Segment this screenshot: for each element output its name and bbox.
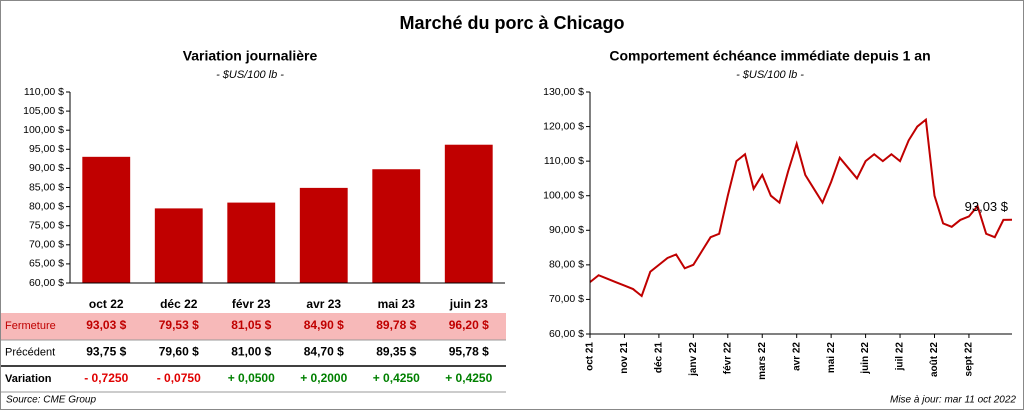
row-label: Fermeture <box>5 320 56 332</box>
x-tick-label: janv 22 <box>688 342 699 377</box>
chart-subtitle: - $US/100 lb - <box>736 69 804 81</box>
table-cell: 89,35 $ <box>376 345 416 359</box>
x-tick-label: oct 22 <box>89 297 124 311</box>
chart-subtitle: - $US/100 lb - <box>216 69 284 81</box>
main-title: Marché du porc à Chicago <box>399 13 624 33</box>
x-tick-label: juil 22 <box>895 342 906 372</box>
y-tick-label: 65,00 $ <box>29 258 64 270</box>
source: Source: CME Group <box>6 395 96 406</box>
table-cell: - 0,0750 <box>157 371 201 385</box>
y-tick-label: 90,00 $ <box>549 224 584 236</box>
y-tick-label: 85,00 $ <box>29 181 64 193</box>
table-cell: 89,78 $ <box>376 318 416 332</box>
row-label: Variation <box>5 373 52 385</box>
y-tick-label: 100,00 $ <box>543 189 584 201</box>
y-tick-label: 70,00 $ <box>29 239 64 251</box>
y-tick-label: 60,00 $ <box>29 277 64 289</box>
table-cell: 79,53 $ <box>159 318 199 332</box>
x-tick-label: févr 22 <box>722 342 733 375</box>
y-tick-label: 110,00 $ <box>544 155 584 167</box>
table-cell: + 0,2000 <box>300 371 347 385</box>
bar <box>82 156 131 283</box>
y-tick-label: 105,00 $ <box>23 105 64 117</box>
y-tick-label: 130,00 $ <box>543 86 584 98</box>
x-tick-label: juin 23 <box>449 297 488 311</box>
bar <box>444 144 493 283</box>
chart-title: Comportement échéance immédiate depuis 1… <box>609 48 930 64</box>
x-tick-label: févr 23 <box>232 297 271 311</box>
x-tick-label: juin 22 <box>860 342 871 375</box>
x-tick-label: mars 22 <box>757 342 768 380</box>
x-tick-label: mai 22 <box>826 342 837 374</box>
x-tick-label: sept 22 <box>964 342 975 377</box>
table-cell: 93,75 $ <box>86 345 126 359</box>
table-cell: 81,05 $ <box>231 318 271 332</box>
row-label: Précédent <box>5 346 55 358</box>
table-cell: 84,90 $ <box>304 318 344 332</box>
x-tick-label: déc 21 <box>654 342 665 374</box>
y-tick-label: 110,00 $ <box>24 86 64 98</box>
table-cell: 79,60 $ <box>159 345 199 359</box>
x-tick-label: avr 22 <box>791 342 802 371</box>
y-tick-label: 75,00 $ <box>29 219 64 231</box>
y-tick-label: 70,00 $ <box>549 293 584 305</box>
highlight-row <box>1 313 506 340</box>
y-tick-label: 60,00 $ <box>549 328 584 340</box>
x-tick-label: avr 23 <box>306 297 341 311</box>
table-cell: 81,00 $ <box>231 345 271 359</box>
table-cell: 93,03 $ <box>86 318 126 332</box>
x-tick-label: août 22 <box>929 342 940 377</box>
line-series <box>589 117 1013 298</box>
y-tick-label: 95,00 $ <box>29 143 64 155</box>
table-cell: + 0,4250 <box>373 371 420 385</box>
annotation: 93,03 $ <box>965 199 1009 214</box>
bar <box>154 208 203 283</box>
table-cell: + 0,4250 <box>445 371 492 385</box>
x-tick-label: nov 21 <box>619 342 630 374</box>
y-tick-label: 80,00 $ <box>549 259 584 271</box>
table-cell: 95,78 $ <box>449 345 489 359</box>
table-cell: + 0,0500 <box>228 371 275 385</box>
y-tick-label: 120,00 $ <box>543 120 584 132</box>
bar <box>372 169 421 283</box>
y-tick-label: 100,00 $ <box>23 124 64 136</box>
table-cell: 84,70 $ <box>304 345 344 359</box>
updated: Mise à jour: mar 11 oct 2022 <box>890 395 1016 406</box>
x-tick-label: déc 22 <box>160 297 198 311</box>
x-tick-label: oct 21 <box>585 342 596 371</box>
y-tick-label: 80,00 $ <box>29 200 64 212</box>
bar <box>227 202 276 283</box>
table-cell: - 0,7250 <box>84 371 128 385</box>
chart-title: Variation journalière <box>183 48 318 64</box>
x-tick-label: mai 23 <box>378 297 416 311</box>
bar <box>299 187 348 283</box>
table-cell: 96,20 $ <box>449 318 489 332</box>
y-tick-label: 90,00 $ <box>29 162 64 174</box>
